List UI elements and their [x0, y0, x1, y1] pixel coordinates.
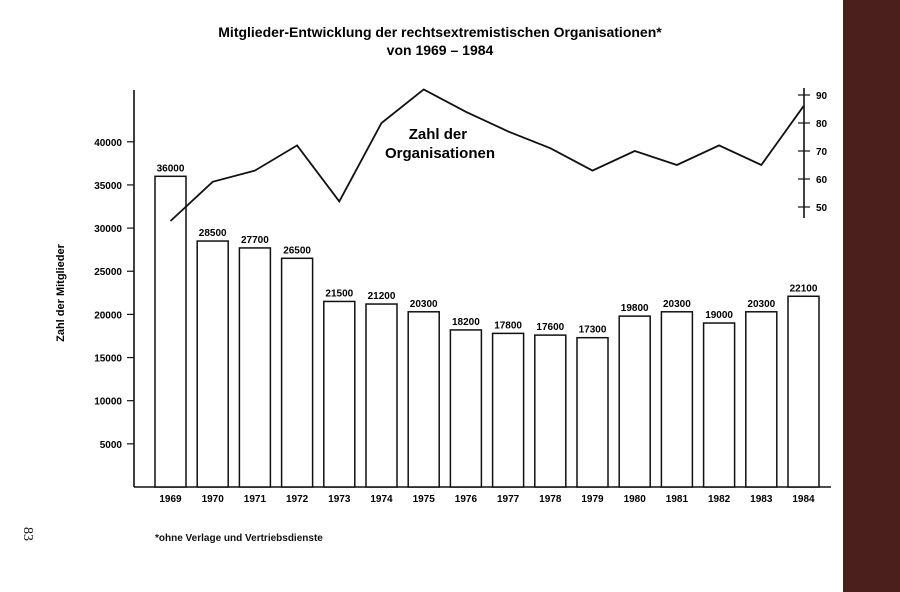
- x-tick-label: 1973: [328, 494, 351, 505]
- bar: [745, 311, 778, 488]
- bar-value-label: 28500: [199, 228, 227, 239]
- bar: [449, 329, 483, 488]
- x-tick-label: 1979: [581, 494, 604, 505]
- bar-value-label: 17600: [536, 322, 564, 333]
- line-series-label: Zahl der Organisationen: [385, 126, 495, 162]
- y-axis-label: Zahl der Mitglieder: [55, 243, 67, 342]
- x-tick-label: 1972: [286, 494, 309, 505]
- bar-value-label: 17300: [579, 325, 607, 336]
- bar: [576, 336, 609, 488]
- y-left-tick-label: 15000: [94, 354, 122, 365]
- x-tick-label: 1971: [244, 494, 267, 505]
- x-tick-label: 1976: [455, 494, 478, 505]
- bar-value-label: 20300: [747, 299, 775, 310]
- chart-subtitle: von 1969 – 1984: [387, 42, 494, 58]
- bar: [702, 322, 736, 488]
- x-tick-label: 1977: [497, 494, 520, 505]
- x-tick-label: 1978: [539, 494, 562, 505]
- bar-value-label: 21200: [368, 291, 396, 302]
- bar: [660, 311, 694, 488]
- chart-title: Mitglieder-Entwicklung der rechtsextremi…: [218, 24, 662, 40]
- bar-value-label: 19000: [705, 310, 733, 321]
- organisations-line: [169, 88, 805, 222]
- y-left-tick-label: 30000: [94, 224, 122, 235]
- x-tick-label: 1983: [750, 494, 773, 505]
- bar-value-label: 21500: [325, 288, 353, 299]
- x-tick-label: 1982: [708, 494, 731, 505]
- x-tick-label: 1975: [413, 494, 436, 505]
- y-left-tick-label: 40000: [94, 138, 122, 149]
- y-left-tick-label: 25000: [94, 267, 122, 278]
- y-left-tick-label: 10000: [94, 397, 122, 408]
- footnote: *ohne Verlage und Vertriebsdienste: [155, 533, 323, 544]
- line-series-label-line-2: Organisationen: [385, 145, 495, 162]
- bar: [787, 295, 820, 488]
- bar-value-label: 20300: [663, 299, 691, 310]
- page-number: 83: [20, 527, 35, 541]
- y-left-tick-label: 5000: [100, 440, 123, 451]
- bar: [365, 303, 398, 488]
- y-left-tick-label: 35000: [94, 181, 122, 192]
- x-tick-label: 1980: [624, 494, 647, 505]
- bar-value-label: 36000: [157, 163, 185, 174]
- y-right-tick-label: 90: [816, 91, 828, 102]
- bar: [618, 315, 651, 488]
- bar-value-label: 26500: [283, 245, 311, 256]
- x-tick-label: 1984: [792, 494, 815, 505]
- bar: [196, 240, 229, 488]
- bar: [407, 311, 440, 488]
- bar-value-label: 17800: [494, 320, 522, 331]
- bar: [534, 334, 567, 488]
- book-binding-edge: [843, 0, 900, 592]
- bar-value-label: 20300: [410, 299, 438, 310]
- bar-value-label: 22100: [790, 283, 818, 294]
- bar: [323, 300, 356, 488]
- y-right-tick-label: 50: [816, 203, 828, 214]
- x-tick-label: 1970: [202, 494, 225, 505]
- y-right-tick-label: 60: [816, 175, 828, 186]
- x-tick-label: 1981: [666, 494, 689, 505]
- y-right-tick-label: 80: [816, 119, 828, 130]
- bar: [238, 247, 272, 488]
- bar-value-label: 19800: [621, 303, 649, 314]
- line-series-label-line-1: Zahl der: [409, 126, 468, 143]
- bar: [280, 257, 314, 488]
- y-right-tick-label: 70: [816, 147, 828, 158]
- bar-value-label: 18200: [452, 317, 480, 328]
- y-left-tick-label: 20000: [94, 310, 122, 321]
- bar-value-label: 27700: [241, 235, 269, 246]
- x-tick-label: 1969: [159, 494, 182, 505]
- x-tick-label: 1974: [370, 494, 393, 505]
- bar: [154, 175, 187, 488]
- bar: [491, 332, 525, 488]
